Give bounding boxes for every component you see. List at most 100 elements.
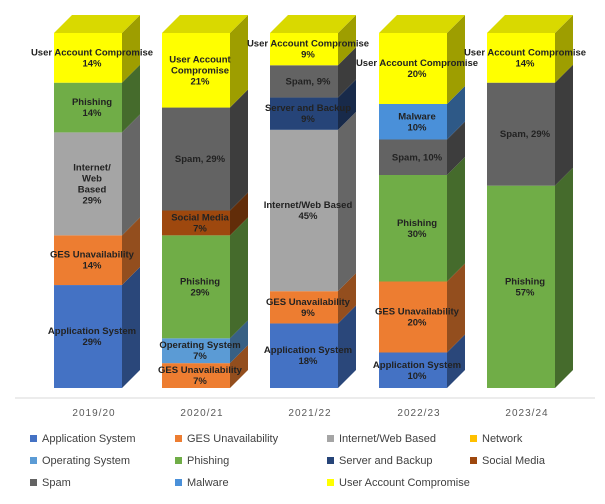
bar-front-user-account-compromise	[270, 33, 338, 66]
bar-side-malware	[447, 86, 465, 140]
data-label-internet-web-based: Internet/Web Based 29%	[73, 162, 111, 206]
bar-segment-ges-unavailability-2019-20	[54, 217, 140, 286]
legend-label: Malware	[187, 477, 229, 489]
bar-front-server-and-backup	[270, 97, 338, 130]
legend-item-network: Network	[470, 433, 522, 445]
bar-front-social-media	[162, 210, 230, 236]
bar-front-application-system	[379, 352, 447, 388]
bar-side-application-system	[447, 334, 465, 388]
bar-front-user-account-compromise	[54, 33, 122, 83]
legend-item-phishing: Phishing	[175, 455, 229, 467]
legend-swatch	[470, 456, 477, 464]
bar-front-ges-unavailability	[162, 363, 230, 388]
bar-side-phishing	[230, 217, 248, 339]
bar-layer	[54, 15, 573, 388]
data-label-user-account-compromise: User Account Compromise 9%	[247, 39, 369, 61]
bar-front-internet-web-based	[270, 129, 338, 292]
legend-swatch	[327, 434, 334, 442]
bar-side-ges-unavailability	[338, 273, 356, 324]
bar-side-application-system	[122, 267, 140, 388]
data-label-server-and-backup: Server and Backup 9%	[265, 103, 351, 125]
bar-front-application-system	[54, 285, 122, 388]
x-tick-label: 2023/24	[505, 408, 548, 419]
data-label-spam: Spam, 29%	[175, 154, 226, 165]
x-tick-layer: 2019/20 2020/21 2021/22 2022/23 2023/24	[72, 408, 548, 419]
legend-item-ges-unavailability: GES Unavailability	[175, 433, 278, 445]
bar-segment-user-account-compromise-2021-22	[270, 15, 356, 66]
data-label-layer: Application System 29% GES Unavailability 1…	[31, 39, 586, 387]
x-tick-label: 2022/23	[397, 408, 440, 419]
bar-front-ges-unavailability	[379, 281, 447, 353]
legend-swatch	[470, 434, 477, 442]
bar-front-phishing	[487, 185, 555, 388]
data-label-phishing: Phishing 14%	[72, 97, 112, 119]
legend-item-user-account-compromise: User Account Compromise	[327, 477, 470, 489]
bar-front-application-system	[270, 323, 338, 388]
bar-segment-spam-2020-21	[162, 89, 248, 211]
bar-front-malware	[379, 104, 447, 140]
bar-segment-user-account-compromise-2022-23	[379, 15, 465, 104]
data-label-spam: Spam, 9%	[286, 76, 331, 87]
legend-swatch	[327, 456, 334, 464]
legend-label: Server and Backup	[339, 455, 433, 467]
legend-swatch	[175, 478, 182, 486]
data-label-ges-unavailability: GES Unavailability 20%	[375, 307, 460, 329]
legend-swatch	[175, 456, 182, 464]
data-label-application-system: Application System 29%	[48, 326, 136, 348]
bar-side-internet-web-based	[122, 114, 140, 236]
legend-label: Network	[482, 433, 523, 445]
data-label-ges-unavailability: GES Unavailability 7%	[158, 365, 243, 387]
legend-item-malware: Malware	[175, 477, 229, 489]
bar-side-phishing	[122, 64, 140, 133]
bar-side-spam	[230, 89, 248, 211]
data-label-operating-system: Operating System 7%	[159, 340, 240, 362]
bar-segment-user-account-compromise-2023-24	[487, 15, 573, 83]
bar-segment-social-media-2020-21	[162, 192, 248, 236]
bar-side-user-account-compromise	[230, 15, 248, 108]
bar-segment-user-account-compromise-2020-21	[162, 15, 248, 108]
data-label-user-account-compromise: User Account Compromise 14%	[31, 47, 153, 69]
legend-label: Phishing	[187, 455, 230, 467]
legend-label: GES Unavailability	[187, 433, 279, 445]
bar-top-user-account-compromise	[487, 15, 573, 33]
legend-item-operating-system: Operating System	[30, 455, 130, 467]
bar-side-ges-unavailability	[230, 345, 248, 388]
legend-item-server-and-backup: Server and Backup	[327, 455, 433, 467]
bar-side-ges-unavailability	[447, 263, 465, 353]
bar-side-phishing	[447, 157, 465, 282]
data-label-phishing: Phishing 57%	[505, 276, 545, 298]
bar-side-user-account-compromise	[447, 15, 465, 104]
legend-label: Internet/Web Based	[339, 433, 437, 445]
bar-side-user-account-compromise	[122, 15, 140, 83]
bar-segment-application-system-2019-20	[54, 267, 140, 388]
bar-side-user-account-compromise	[338, 15, 356, 66]
legend-item-social-media: Social Media	[470, 455, 545, 467]
bar-segment-phishing-2022-23	[379, 157, 465, 282]
bar-side-social-media	[230, 192, 248, 236]
bar-segment-spam-2021-22	[270, 47, 356, 98]
bar-front-spam	[379, 139, 447, 175]
legend-swatch	[30, 434, 37, 442]
data-label-ges-unavailability: GES Unavailability 14%	[50, 250, 135, 272]
bar-segment-internet-web-based-2021-22	[270, 111, 356, 292]
bar-front-ges-unavailability	[270, 291, 338, 324]
bar-side-ges-unavailability	[122, 217, 140, 286]
data-label-user-account-compromise: User Account Compromise 21%	[169, 54, 231, 87]
bar-segment-malware-2022-23	[379, 86, 465, 140]
bar-side-spam	[338, 47, 356, 98]
legend-swatch	[327, 478, 334, 486]
data-label-phishing: Phishing 29%	[180, 276, 220, 298]
bar-segment-server-and-backup-2021-22	[270, 79, 356, 130]
bar-segment-operating-system-2020-21	[162, 320, 248, 364]
bar-front-user-account-compromise	[487, 33, 555, 83]
bar-segment-phishing-2020-21	[162, 217, 248, 339]
bar-segment-phishing-2023-24	[487, 167, 573, 388]
bar-segment-application-system-2021-22	[270, 305, 356, 388]
bar-top-user-account-compromise	[162, 15, 248, 33]
bar-front-operating-system	[162, 338, 230, 364]
x-tick-label: 2021/22	[288, 408, 331, 419]
bar-top-user-account-compromise	[54, 15, 140, 33]
legend-swatch	[30, 478, 37, 486]
data-label-internet-web-based: Internet/Web Based 45%	[264, 200, 353, 222]
